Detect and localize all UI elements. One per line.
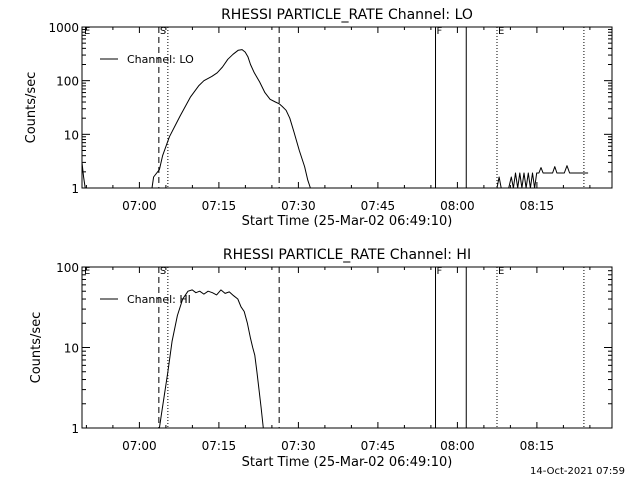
plot-frame: [81, 266, 613, 429]
y-tick-label: 10: [64, 128, 79, 142]
chart-title: RHESSI PARTICLE_RATE Channel: LO: [221, 7, 473, 23]
marker-label: E: [84, 266, 90, 277]
marker-label: E: [84, 26, 90, 37]
marker-label: F: [437, 26, 443, 37]
marker-label: S: [160, 266, 166, 277]
y-axis-label: Counts/sec: [24, 72, 39, 144]
y-tick-label: 100: [56, 75, 79, 89]
y-axis-label: Counts/sec: [29, 312, 44, 384]
x-tick-label: 07:00: [122, 199, 157, 213]
y-tick-label: 1: [71, 422, 79, 436]
x-tick-label: 07:15: [202, 199, 237, 213]
x-axis-label: Start Time (25-Mar-02 06:49:10): [242, 455, 453, 470]
footer-date: 14-Oct-2021 07:59: [530, 466, 625, 477]
series-line-lo-0: [81, 49, 311, 189]
y-tick-label: 1000: [48, 21, 79, 35]
y-tick-label: 1: [71, 182, 79, 196]
series-line-lo-1: [496, 165, 589, 189]
x-tick-label: 07:15: [202, 439, 237, 453]
chart-panel-lo: RHESSI PARTICLE_RATE Channel: LO 07:00 07:…: [24, 7, 613, 229]
x-tick-label: 07:45: [361, 199, 396, 213]
x-axis-label: Start Time (25-Mar-02 06:49:10): [242, 214, 453, 229]
marker-label: F: [437, 266, 443, 277]
x-tick-label: 08:15: [520, 439, 555, 453]
marker-label: S: [160, 26, 166, 37]
x-tick-label: 08:00: [440, 199, 475, 213]
legend-label: Channel: LO: [127, 53, 194, 66]
x-tick-label: 07:00: [122, 439, 157, 453]
plot-frame: [81, 26, 613, 189]
y-tick-label: 100: [56, 261, 79, 275]
marker-label: E: [498, 26, 504, 37]
x-tick-label: 08:15: [520, 199, 555, 213]
x-tick-label: 07:30: [281, 439, 316, 453]
series-line-hi-0: [158, 289, 264, 429]
x-tick-label: 07:45: [361, 439, 396, 453]
x-tick-label: 08:00: [440, 439, 475, 453]
chart-panel-hi: RHESSI PARTICLE_RATE Channel: HI 07:00 07:…: [29, 247, 613, 470]
legend-label: Channel: HI: [127, 293, 191, 306]
y-tick-label: 10: [64, 342, 79, 356]
x-tick-label: 07:30: [281, 199, 316, 213]
marker-label: E: [498, 266, 504, 277]
chart-title: RHESSI PARTICLE_RATE Channel: HI: [223, 247, 471, 263]
